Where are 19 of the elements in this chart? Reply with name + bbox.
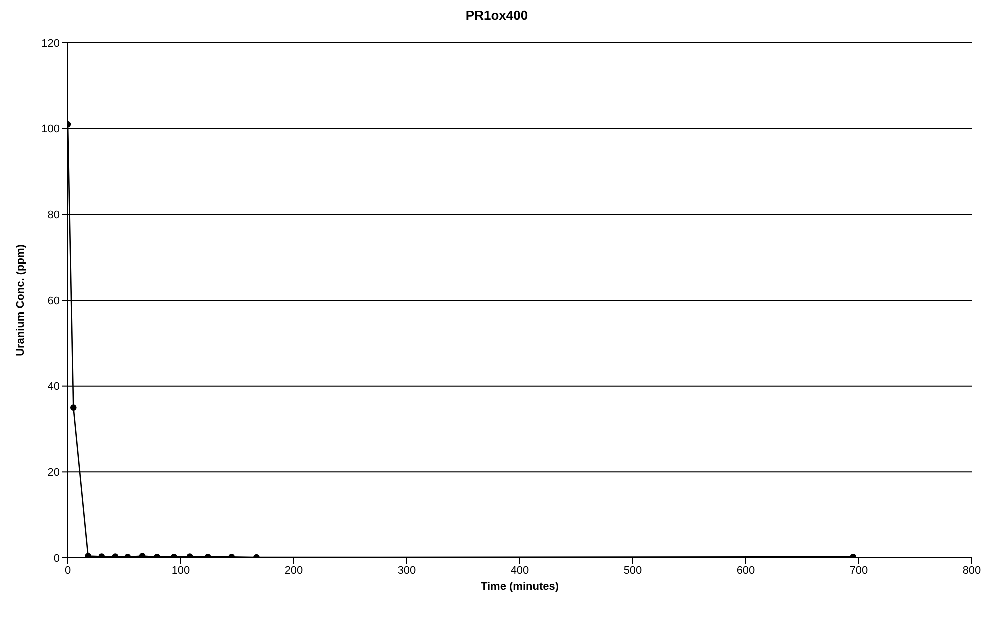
x-tick-label: 500 [624, 564, 642, 577]
x-tick-label: 700 [850, 564, 868, 577]
x-axis-title: Time (minutes) [480, 581, 560, 593]
x-tick-label: 300 [398, 564, 416, 577]
y-tick-label: 20 [48, 467, 60, 480]
x-tick-label: 600 [736, 564, 756, 577]
y-tick-label: 0 [54, 552, 60, 565]
y-tick-label: 40 [48, 381, 60, 394]
x-tick-label: 100 [172, 564, 190, 577]
y-tick-label: 100 [42, 124, 60, 136]
x-tick-label: 200 [284, 564, 304, 577]
y-tick-label: 60 [48, 295, 60, 308]
chart-title: PR1ox400 [464, 8, 530, 23]
y-tick-label: 120 [42, 38, 60, 50]
x-tick-label: 0 [64, 564, 72, 577]
x-tick-label: 400 [510, 564, 530, 577]
y-tick-label: 80 [48, 210, 60, 222]
y-axis-title: Uranium Conc. (ppm) [14, 244, 27, 356]
x-tick-label: 800 [962, 564, 982, 577]
